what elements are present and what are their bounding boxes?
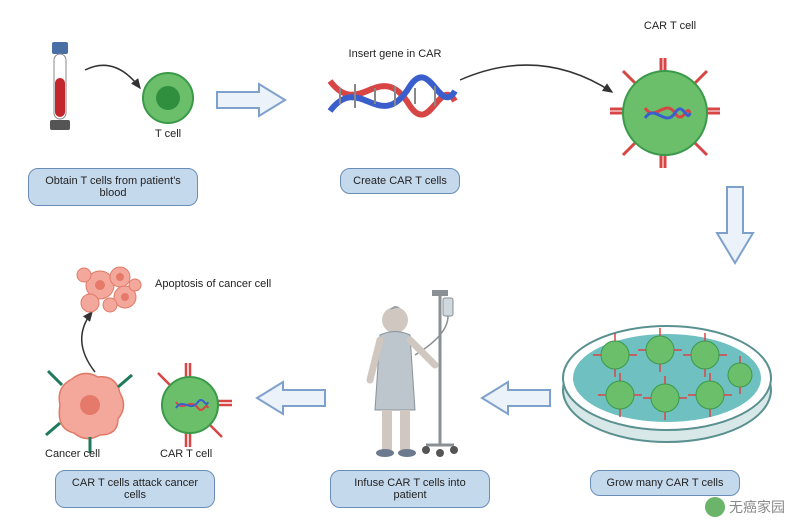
watermark-text: 无癌家园 <box>729 497 785 517</box>
watermark: 无癌家园 <box>705 497 785 517</box>
step2-label: Create CAR T cells <box>340 168 460 194</box>
watermark-icon <box>705 497 725 517</box>
car-t-cell-top <box>605 48 725 183</box>
dna-helix <box>320 66 460 131</box>
petri-dish <box>560 300 775 465</box>
step4-label: Grow many CAR T cells <box>590 470 740 496</box>
arrow-step4-step5 <box>480 380 552 421</box>
step5-label: Infuse CAR T cells into patient <box>330 470 490 508</box>
apoptosis-cell <box>70 255 160 330</box>
insert-gene-label: Insert gene in CAR <box>335 48 455 60</box>
arrow-step3-step4 <box>715 185 755 270</box>
patient-infusion <box>340 280 480 475</box>
apoptosis-label: Apoptosis of cancer cell <box>155 278 295 290</box>
step6-label: CAR T cells attack cancer cells <box>55 470 215 508</box>
arrow-step5-step6 <box>255 380 327 421</box>
cart-cell-label: CAR T cell <box>160 448 212 460</box>
cart-top-label: CAR T cell <box>635 20 705 32</box>
arrow-step1-step2 <box>215 82 287 123</box>
step1-label: Obtain T cells from patient's blood <box>28 168 198 206</box>
cancer-cell-label: Cancer cell <box>45 448 100 460</box>
